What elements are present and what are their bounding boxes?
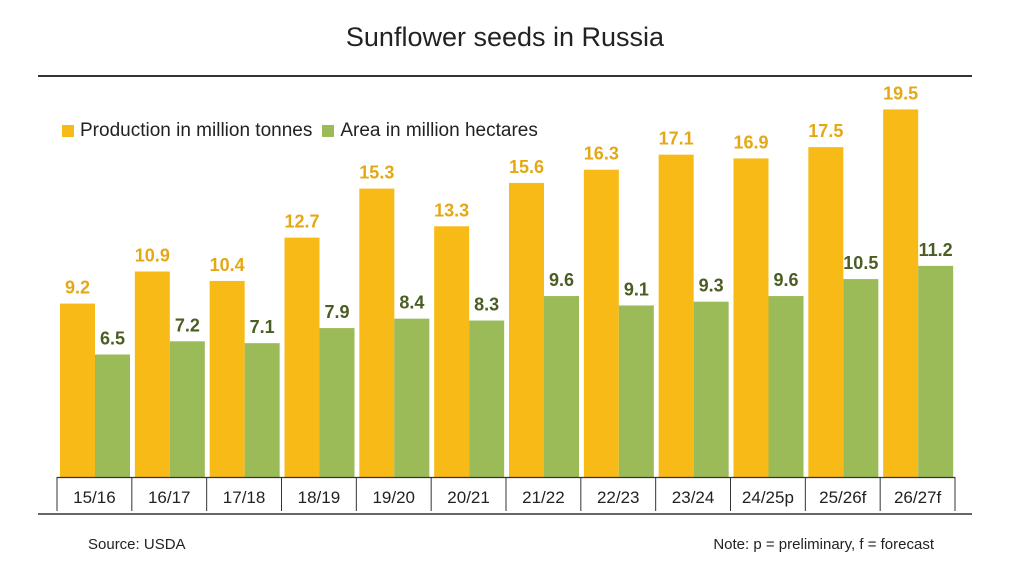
bar-area (394, 318, 430, 477)
x-tick-label: 23/24 (672, 488, 715, 507)
x-tick-label: 26/27f (894, 488, 942, 507)
data-label-production: 12.7 (284, 212, 319, 232)
x-tick-label: 15/16 (73, 488, 116, 507)
bar-production (434, 226, 470, 477)
data-label-production: 10.9 (135, 246, 170, 266)
legend: Production in million tonnes Area in mil… (62, 120, 548, 142)
x-tick-label: 24/25p (742, 488, 794, 507)
bar-area (469, 320, 505, 477)
data-label-production: 19.5 (883, 83, 918, 103)
x-tick-label: 17/18 (223, 488, 266, 507)
x-tick-label: 22/23 (597, 488, 640, 507)
data-label-area: 10.5 (843, 253, 878, 273)
data-label-production: 13.3 (434, 200, 469, 220)
data-label-area: 8.4 (399, 293, 424, 313)
data-label-area: 9.3 (699, 276, 724, 296)
bar-production (284, 237, 320, 477)
bar-production (134, 271, 170, 477)
bar-production (808, 147, 844, 477)
data-label-production: 17.5 (808, 121, 843, 141)
data-label-production: 17.1 (659, 129, 694, 149)
data-label-production: 16.9 (733, 132, 768, 152)
data-label-area: 9.1 (624, 279, 649, 299)
bar-area (244, 343, 280, 477)
bar-area (918, 265, 954, 477)
data-label-area: 11.2 (919, 240, 953, 260)
legend-item-area: Area in million hectares (322, 120, 538, 142)
x-tick-label: 19/20 (372, 488, 415, 507)
data-label-production: 15.3 (359, 163, 394, 183)
bar-production (509, 182, 544, 477)
footnote: Note: p = preliminary, f = forecast (713, 536, 934, 553)
data-label-area: 7.9 (324, 302, 349, 322)
data-label-production: 15.6 (509, 157, 544, 177)
legend-label-area: Area in million hectares (340, 120, 538, 141)
bar-area (319, 328, 355, 477)
bar-production (733, 158, 769, 477)
x-tick-label: 21/22 (522, 488, 565, 507)
bar-area (169, 341, 205, 477)
x-tick-label: 16/17 (148, 488, 191, 507)
x-tick-label: 20/21 (447, 488, 490, 507)
legend-item-production: Production in million tonnes (62, 120, 312, 142)
bar-area (618, 305, 654, 477)
bar-production (658, 154, 694, 478)
bar-area (843, 279, 879, 477)
bar-area (768, 296, 804, 477)
bar-production (60, 303, 95, 477)
bar-area (95, 354, 130, 477)
data-label-area: 7.1 (250, 317, 275, 337)
legend-swatch-production (62, 125, 74, 137)
bar-area (544, 296, 579, 477)
x-tick-label: 25/26f (819, 488, 867, 507)
source-note: Source: USDA (88, 536, 186, 553)
x-tick-label: 18/19 (298, 488, 341, 507)
bar-production (883, 109, 919, 478)
data-label-production: 9.2 (65, 278, 90, 298)
bar-production (583, 169, 619, 477)
data-label-production: 10.4 (210, 255, 245, 275)
data-label-area: 6.5 (100, 328, 125, 348)
legend-swatch-area (322, 125, 335, 137)
legend-label-production: Production in million tonnes (80, 120, 313, 141)
data-label-area: 9.6 (773, 270, 798, 290)
bar-production (359, 188, 395, 477)
chart-title: Sunflower seeds in Russia (345, 22, 665, 52)
bar-production (209, 280, 245, 477)
data-label-area: 7.2 (175, 315, 200, 335)
title-divider (38, 75, 972, 77)
data-label-production: 16.3 (584, 144, 619, 164)
data-label-area: 8.3 (474, 295, 499, 315)
data-label-area: 9.6 (549, 270, 574, 290)
bar-area (693, 301, 729, 477)
